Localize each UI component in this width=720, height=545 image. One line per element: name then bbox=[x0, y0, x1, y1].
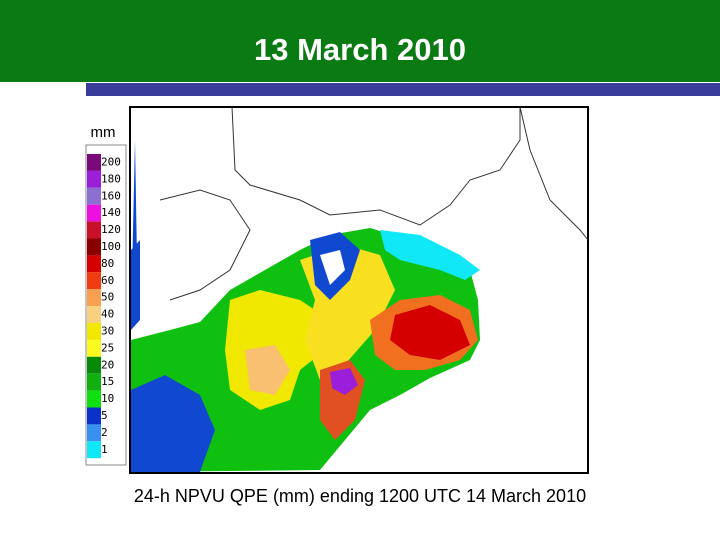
legend-swatch bbox=[87, 323, 101, 340]
legend-label: 30 bbox=[101, 324, 114, 337]
legend-swatch bbox=[87, 221, 101, 239]
legend-swatch bbox=[87, 272, 101, 290]
legend-label: 20 bbox=[101, 358, 114, 371]
precip-blue-w bbox=[131, 140, 140, 330]
precip-red bbox=[390, 305, 470, 360]
legend-swatch bbox=[87, 170, 101, 188]
legend-label: 5 bbox=[101, 409, 108, 422]
legend-label: 40 bbox=[101, 308, 114, 321]
legend-label: 120 bbox=[101, 223, 121, 236]
border-coast bbox=[519, 106, 589, 241]
precip-cyan bbox=[380, 230, 480, 280]
legend-unit: mm bbox=[91, 124, 116, 141]
legend-label: 2 bbox=[101, 426, 108, 439]
legend-label: 200 bbox=[101, 155, 121, 168]
legend-label: 60 bbox=[101, 274, 114, 287]
legend-swatch bbox=[87, 441, 101, 459]
legend-swatch bbox=[87, 255, 101, 273]
legend-swatch bbox=[87, 373, 101, 391]
legend-label: 10 bbox=[101, 392, 114, 405]
legend-swatch bbox=[87, 204, 101, 222]
legend-label: 180 bbox=[101, 172, 121, 185]
slide-title: 13 March 2010 bbox=[254, 32, 466, 67]
precip-orange-1 bbox=[245, 345, 290, 395]
legend-label: 50 bbox=[101, 291, 114, 304]
legend: 200 180 160 140 120 100 80 60 50 40 30 25 20 15 10 5 2 1 bbox=[85, 144, 127, 466]
legend-swatch bbox=[87, 390, 101, 408]
legend-label: 160 bbox=[101, 189, 121, 202]
legend-swatch bbox=[87, 356, 101, 374]
legend-swatch bbox=[87, 187, 101, 205]
legend-label: 80 bbox=[101, 257, 114, 270]
legend-label: 100 bbox=[101, 240, 121, 253]
legend-swatch bbox=[87, 154, 101, 171]
legend-swatch bbox=[87, 407, 101, 425]
precip-white-n bbox=[320, 250, 345, 285]
caption: 24-h NPVU QPE (mm) ending 1200 UTC 14 Ma… bbox=[134, 486, 586, 506]
legend-swatch bbox=[87, 424, 101, 442]
border-canada bbox=[231, 106, 521, 226]
map bbox=[129, 106, 589, 474]
precip-blue-sw bbox=[131, 375, 215, 472]
header-band bbox=[0, 0, 720, 82]
precip-purple bbox=[330, 368, 358, 395]
legend-label: 1 bbox=[101, 443, 108, 456]
lake-outline bbox=[159, 189, 251, 301]
legend-label: 140 bbox=[101, 206, 121, 219]
legend-swatch bbox=[87, 306, 101, 323]
legend-swatch bbox=[87, 289, 101, 307]
legend-swatch bbox=[87, 339, 101, 357]
header-stripe bbox=[86, 83, 720, 96]
legend-swatch bbox=[87, 238, 101, 256]
legend-label: 15 bbox=[101, 375, 114, 388]
legend-label: 25 bbox=[101, 341, 114, 354]
